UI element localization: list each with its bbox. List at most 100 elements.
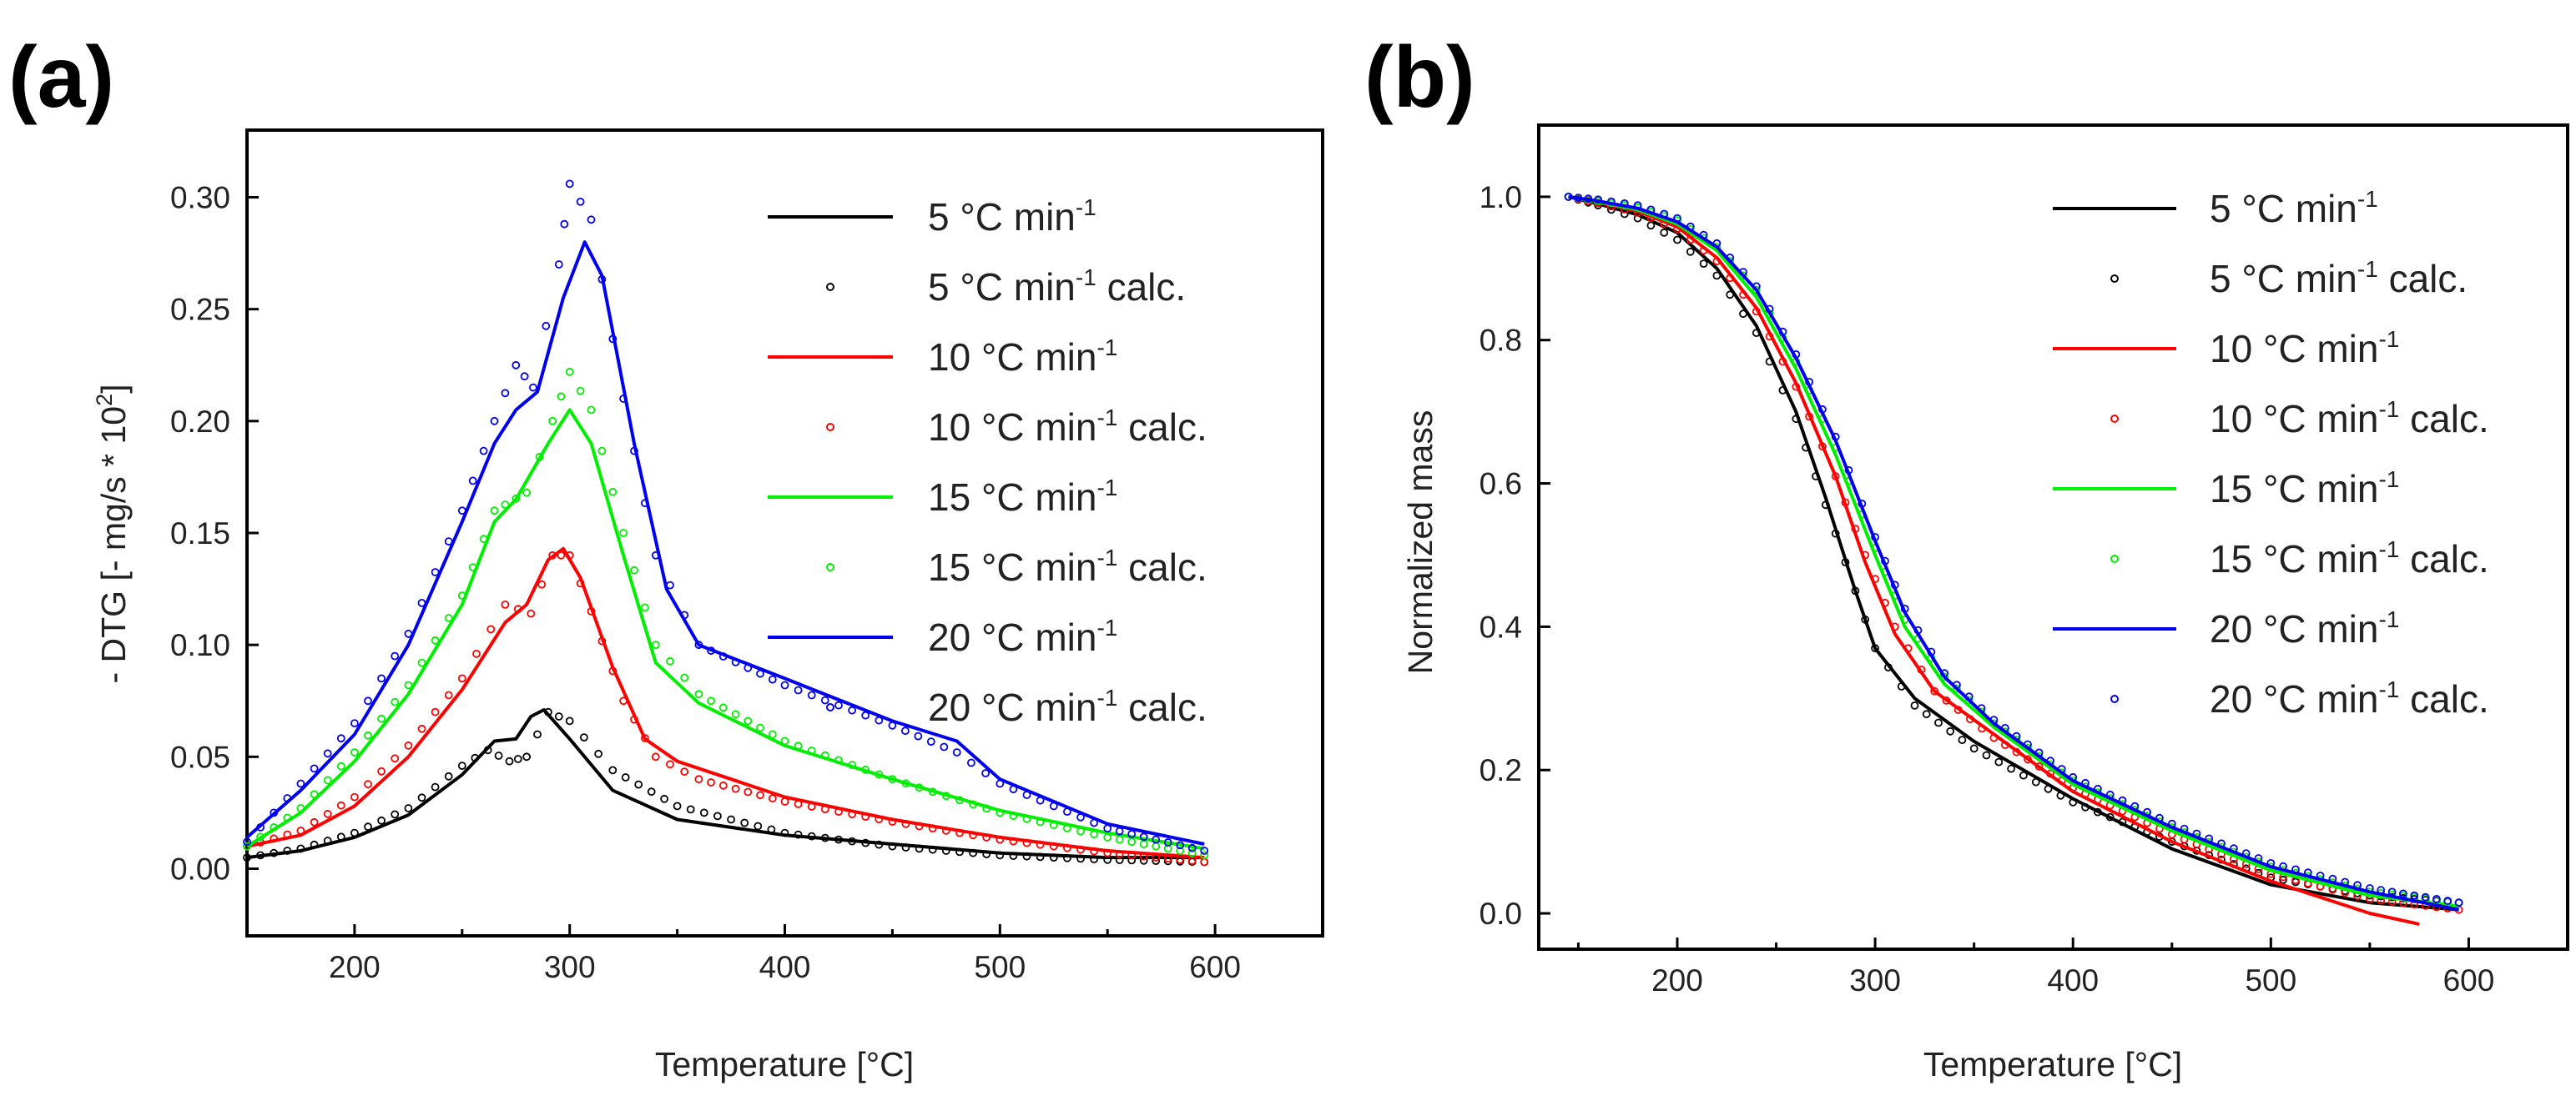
calc-point — [820, 751, 829, 760]
panel-b-xlabel: Temperature [°C] — [1923, 1045, 2182, 1083]
calc-point — [1752, 285, 1761, 294]
calc-point — [744, 787, 753, 797]
legend-label-calc: 5 °C min-1 calc. — [928, 264, 1186, 309]
calc-point — [2328, 874, 2337, 883]
calc-point — [807, 691, 816, 700]
calc-point — [2034, 762, 2044, 771]
calc-point — [1139, 852, 1148, 861]
calc-point — [548, 416, 557, 425]
panel-a: (a) 200 300 400 500 600 0.00 0.05 0.10 0.15 0.20… — [8, 29, 1324, 1083]
calc-point — [1163, 857, 1172, 866]
calc-point — [270, 823, 279, 832]
legend-label: 20 °C min-1 — [2210, 606, 2399, 651]
calc-point — [2007, 764, 2016, 773]
calc-point — [1964, 692, 1974, 701]
calc-point — [1103, 824, 1112, 833]
panel-b-frame — [1537, 123, 2569, 951]
calc-point — [1063, 853, 1071, 862]
calc-point — [243, 837, 251, 847]
calc-point — [444, 614, 453, 622]
y-tick-label: 0.10 — [170, 628, 230, 662]
calc-point — [2316, 872, 2325, 880]
calc-point — [2044, 784, 2053, 793]
calc-point — [996, 851, 1005, 860]
legend-label-calc: 10 °C min-1 calc. — [2210, 396, 2489, 440]
calc-point — [2217, 839, 2226, 848]
calc-point — [1607, 197, 1616, 206]
calc-point — [501, 601, 510, 609]
calc-point — [834, 756, 843, 765]
calc-point — [780, 797, 789, 806]
calc-point — [2241, 849, 2251, 857]
calc-point — [1584, 194, 1593, 204]
calc-point — [483, 746, 492, 755]
calc-point — [1673, 214, 1681, 223]
calc-point — [707, 696, 715, 706]
y-tick-label: 0.30 — [170, 181, 230, 215]
legend-marker-swatch — [2110, 415, 2119, 423]
panel-b-x-ticks: 200 300 400 500 600 — [1576, 938, 2569, 998]
calc-point — [1139, 840, 1148, 848]
calc-point — [1910, 701, 1919, 710]
calc-point — [1633, 201, 1642, 210]
calc-point — [2353, 881, 2362, 890]
calc-point — [915, 783, 924, 792]
calc-point — [1965, 715, 1974, 724]
calc-point — [1752, 329, 1761, 338]
calc-point — [1934, 718, 1943, 727]
legend-label-calc: 15 °C min-1 calc. — [2210, 536, 2489, 581]
legend-label: 10 °C min-1 — [2210, 326, 2399, 370]
calc-point — [699, 808, 708, 817]
calc-point — [1917, 666, 1926, 674]
calc-point — [283, 813, 292, 822]
calc-point — [2410, 891, 2419, 900]
calc-point — [513, 605, 522, 614]
calc-point — [1871, 644, 1880, 653]
calc-point — [1851, 586, 1860, 596]
calc-point — [2069, 798, 2078, 807]
y-tick-label: 1.0 — [1480, 180, 1522, 214]
legend-label: 15 °C min-1 — [928, 475, 1117, 519]
calc-point — [941, 827, 950, 835]
calc-point — [1090, 847, 1098, 856]
calc-point — [323, 749, 332, 758]
calc-point — [417, 724, 426, 733]
calc-point — [713, 812, 722, 821]
calc-point — [666, 581, 674, 590]
calc-point — [1200, 857, 1209, 867]
calc-point — [888, 775, 897, 784]
calc-point — [2454, 898, 2463, 907]
calc-point — [969, 800, 977, 809]
calc-point — [1699, 230, 1708, 239]
calc-point — [2105, 812, 2115, 822]
calc-point — [780, 681, 789, 690]
calc-point — [901, 843, 910, 852]
calc-point — [522, 752, 531, 762]
calc-point — [1817, 405, 1827, 414]
calc-point — [560, 219, 569, 229]
calc-point — [587, 405, 596, 415]
calc-point — [457, 762, 466, 770]
calc-point — [1927, 647, 1936, 656]
calc-point — [768, 794, 777, 803]
calc-point — [1115, 850, 1124, 858]
calc-point — [914, 732, 923, 741]
calc-point — [535, 452, 544, 461]
calc-point — [967, 758, 975, 767]
legend-label-calc: 10 °C min-1 calc. — [928, 405, 1207, 449]
calc-point — [996, 779, 1005, 788]
calc-point — [1115, 835, 1124, 844]
calc-point — [1090, 830, 1098, 839]
calc-point — [1752, 282, 1761, 291]
calc-point — [969, 831, 977, 840]
calc-point — [243, 853, 251, 862]
calc-point — [608, 666, 618, 676]
calc-point — [2303, 868, 2312, 877]
calc-point — [1739, 271, 1747, 280]
calc-point — [1946, 726, 1955, 736]
calc-point — [996, 835, 1005, 844]
calc-point — [431, 636, 440, 645]
calc-point — [981, 769, 990, 777]
calc-point — [554, 260, 563, 269]
x-tick-label: 500 — [974, 950, 1026, 984]
